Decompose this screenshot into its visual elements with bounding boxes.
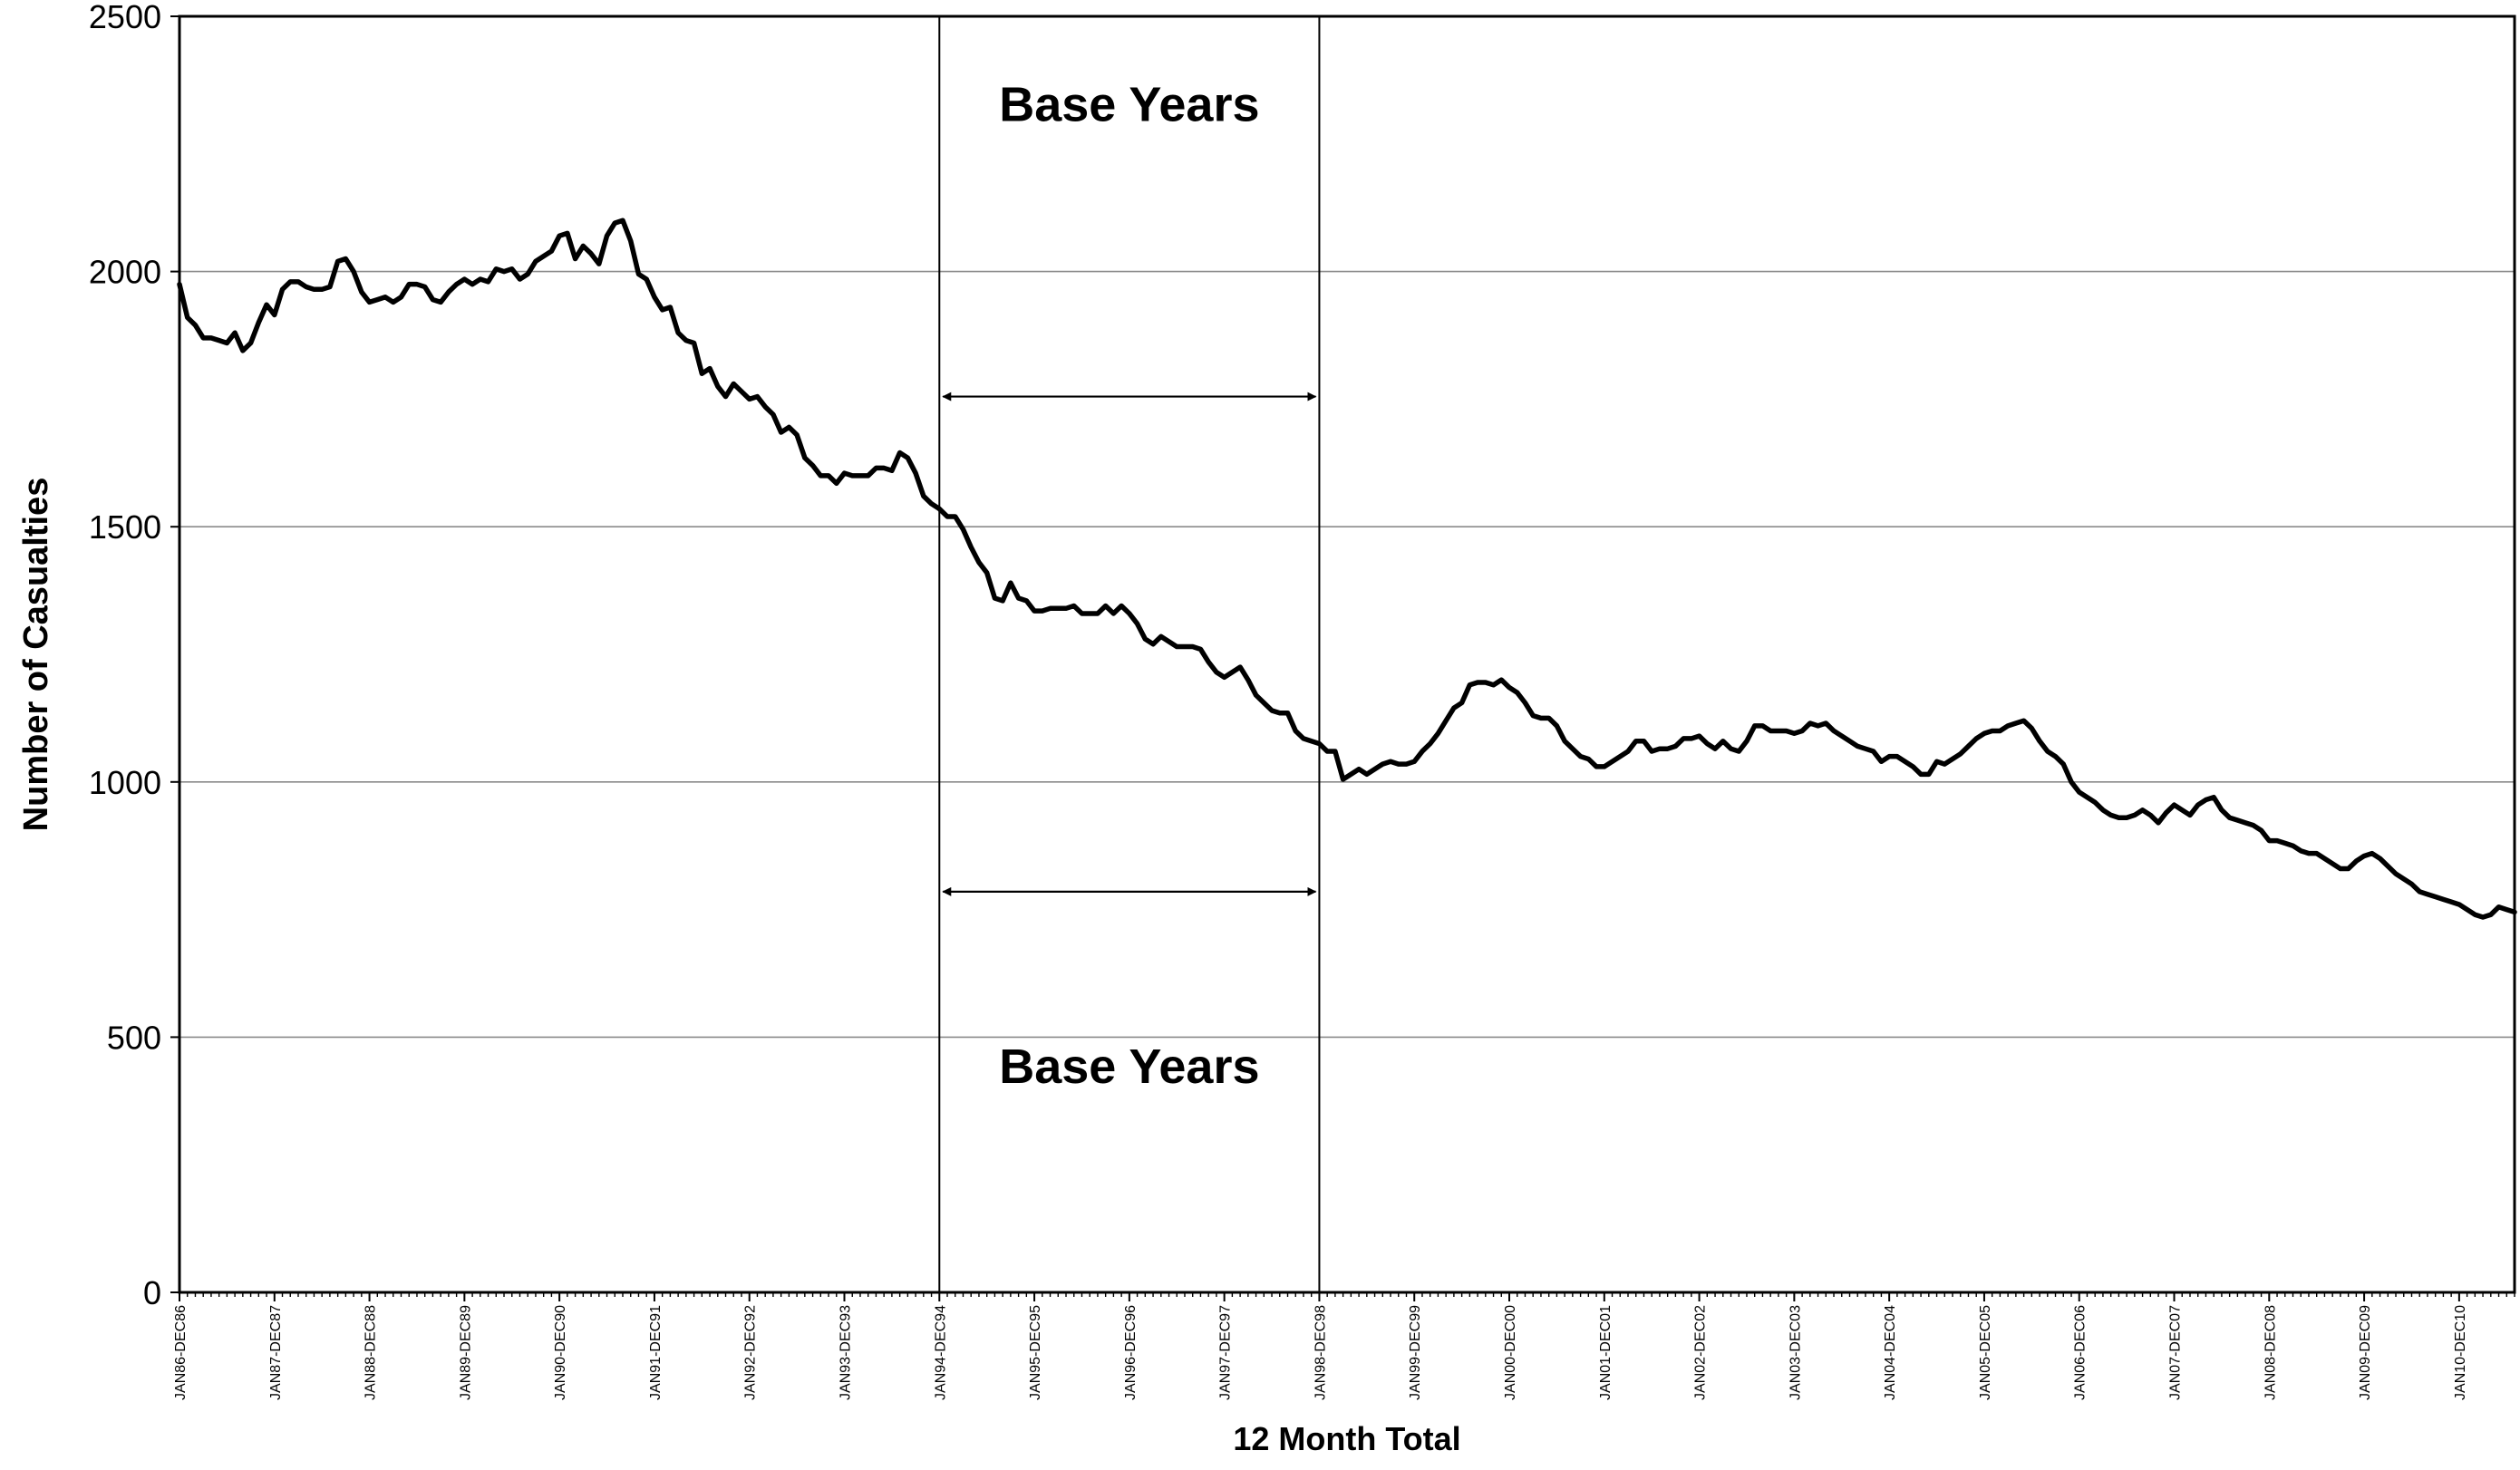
y-tick-label: 0 [143, 1274, 161, 1311]
x-tick-label: JAN98-DEC98 [1313, 1305, 1328, 1400]
plot-area-frame [178, 15, 2516, 1294]
x-tick-label: JAN03-DEC03 [1788, 1305, 1803, 1400]
x-tick-label: JAN90-DEC90 [553, 1305, 568, 1400]
x-tick-label: JAN88-DEC88 [363, 1305, 379, 1400]
series-line [177, 218, 2517, 920]
x-tick-label: JAN00-DEC00 [1503, 1305, 1518, 1400]
x-tick-label: JAN01-DEC01 [1598, 1305, 1614, 1400]
y-axis-title: Number of Casualties [17, 478, 55, 832]
y-axis: 0 500 1000 1500 2000 2500 [89, 0, 179, 1311]
x-tick-label: JAN06-DEC06 [2073, 1305, 2089, 1400]
x-tick-label: JAN97-DEC97 [1218, 1305, 1234, 1400]
x-tick-label: JAN92-DEC92 [743, 1305, 759, 1400]
annotation-base-years-lower: Base Years [999, 1040, 1259, 1094]
x-tick-label: JAN87-DEC87 [268, 1305, 284, 1400]
x-tick-label: JAN09-DEC09 [2358, 1305, 2373, 1400]
x-tick-label: JAN96-DEC96 [1123, 1305, 1139, 1400]
y-tick-label: 1500 [89, 508, 161, 546]
x-tick-label: JAN89-DEC89 [458, 1305, 473, 1400]
x-tick-label: JAN05-DEC05 [1978, 1305, 1993, 1400]
y-tick-label: 2500 [89, 0, 161, 35]
annotation-base-years-upper: Base Years [999, 77, 1259, 131]
x-tick-label: JAN04-DEC04 [1883, 1305, 1898, 1400]
gridlines [179, 270, 2515, 1039]
y-tick-label: 500 [107, 1019, 161, 1056]
x-tick-label: JAN86-DEC86 [173, 1305, 189, 1400]
series-layer [177, 218, 2517, 920]
x-tick-label: JAN02-DEC02 [1693, 1305, 1709, 1400]
x-tick-label: JAN95-DEC95 [1028, 1305, 1043, 1400]
x-tick-label: JAN08-DEC08 [2263, 1305, 2278, 1400]
x-tick-label: JAN91-DEC91 [648, 1305, 664, 1400]
x-axis: JAN86-DEC86 JAN87-DEC87 JAN88-DEC88 JAN89-D… [173, 1292, 2515, 1400]
x-tick-label: JAN10-DEC10 [2453, 1305, 2468, 1400]
x-tick-label: JAN07-DEC07 [2168, 1305, 2184, 1400]
x-tick-label: JAN94-DEC94 [933, 1305, 948, 1400]
x-tick-label: JAN93-DEC93 [838, 1305, 854, 1400]
x-tick-label: JAN99-DEC99 [1408, 1305, 1423, 1400]
base-period-markers [938, 16, 1321, 1292]
y-tick-label: 2000 [89, 254, 161, 291]
y-tick-label: 1000 [89, 764, 161, 801]
x-axis-title: 12 Month Total [1233, 1420, 1460, 1457]
